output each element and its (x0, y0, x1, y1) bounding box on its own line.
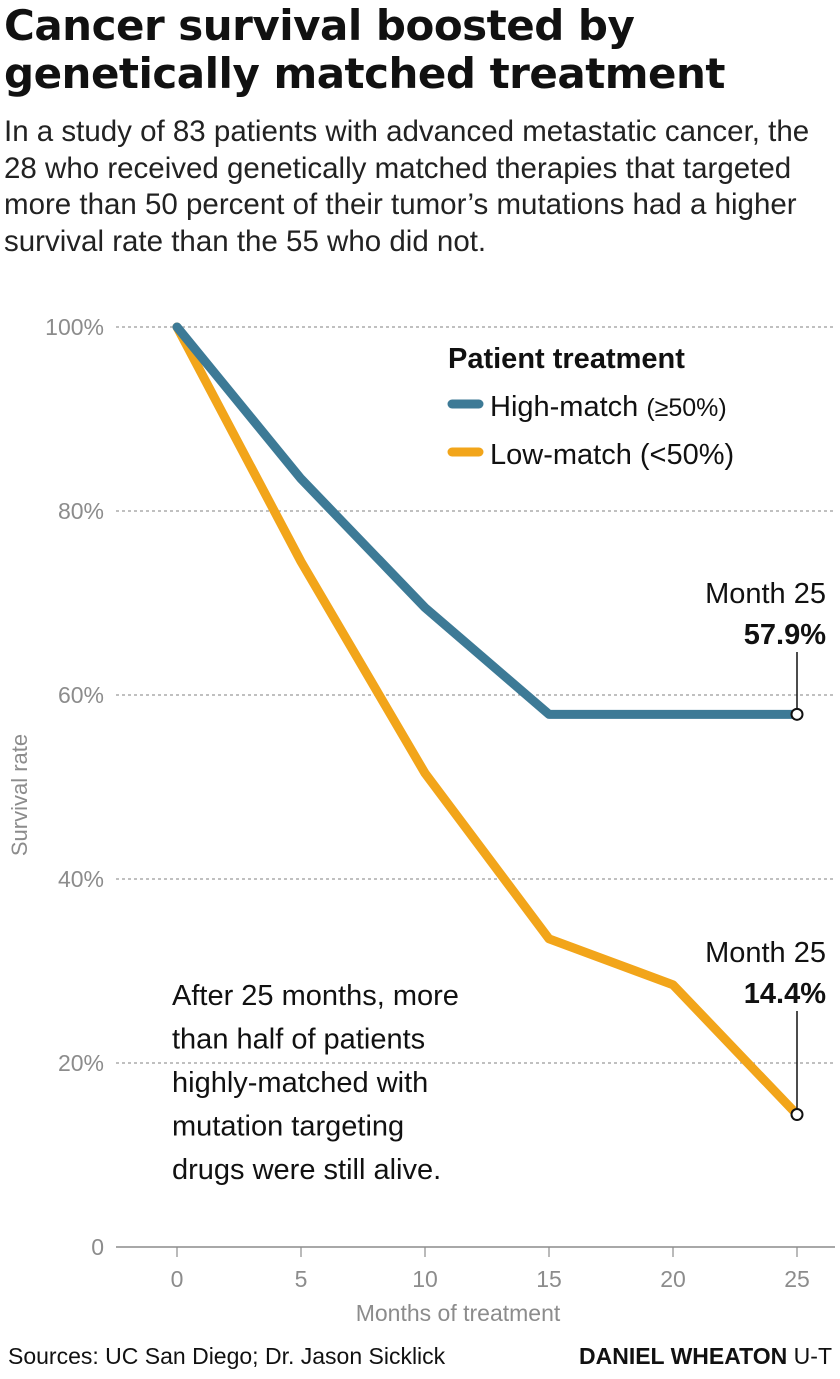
annotation-marker (790, 707, 804, 721)
x-axis-title: Months of treatment (356, 1300, 561, 1326)
y-tick-label: 80% (58, 498, 104, 524)
y-tick-label: 100% (45, 314, 104, 340)
x-tick-label: 0 (171, 1266, 184, 1292)
x-tick-label: 15 (536, 1266, 562, 1292)
chart-subtitle: In a study of 83 patients with advanced … (4, 115, 810, 258)
annotation-value: 14.4% (744, 978, 826, 1010)
source-note: Sources: UC San Diego; Dr. Jason Sicklic… (8, 1343, 446, 1369)
annotation-label: Month 25 (705, 937, 826, 969)
annotation-value: 57.9% (744, 619, 826, 651)
note-line: After 25 months, more (172, 980, 459, 1012)
chart-title: Cancer survival boosted by genetically m… (4, 1, 726, 98)
y-tick-label: 20% (58, 1050, 104, 1076)
credit-name: DANIEL WHEATON (579, 1343, 788, 1369)
credit-org: U-T (793, 1343, 832, 1369)
note-line: than half of patients (172, 1024, 425, 1056)
x-tick-label: 25 (784, 1266, 810, 1292)
note-line: drugs were still alive. (172, 1154, 441, 1186)
y-tick-label: 0 (91, 1234, 104, 1260)
legend-label-high-match: High-match (≥50%) (490, 391, 727, 423)
y-axis-title: Survival rate (7, 734, 32, 856)
annotation-marker (790, 1108, 804, 1122)
legend-label-high-match-name: High-match (490, 391, 646, 423)
credit-line: DANIEL WHEATON U-T (579, 1343, 832, 1370)
x-tick-label: 5 (295, 1266, 308, 1292)
series-line-high-match (172, 322, 802, 719)
y-tick-label: 40% (58, 866, 104, 892)
x-tick-label: 10 (412, 1266, 438, 1292)
y-tick-label: 60% (58, 682, 104, 708)
x-tick-label: 20 (660, 1266, 686, 1292)
annotation-label: Month 25 (705, 578, 826, 610)
note-line: highly-matched with (172, 1067, 428, 1099)
legend-title: Patient treatment (448, 343, 685, 375)
legend-label-low-match: Low-match (<50%) (490, 439, 734, 471)
legend-label-high-match-suffix: (≥50%) (646, 394, 726, 422)
series-line-low-match (172, 322, 802, 1120)
note-line: mutation targeting (172, 1111, 404, 1143)
